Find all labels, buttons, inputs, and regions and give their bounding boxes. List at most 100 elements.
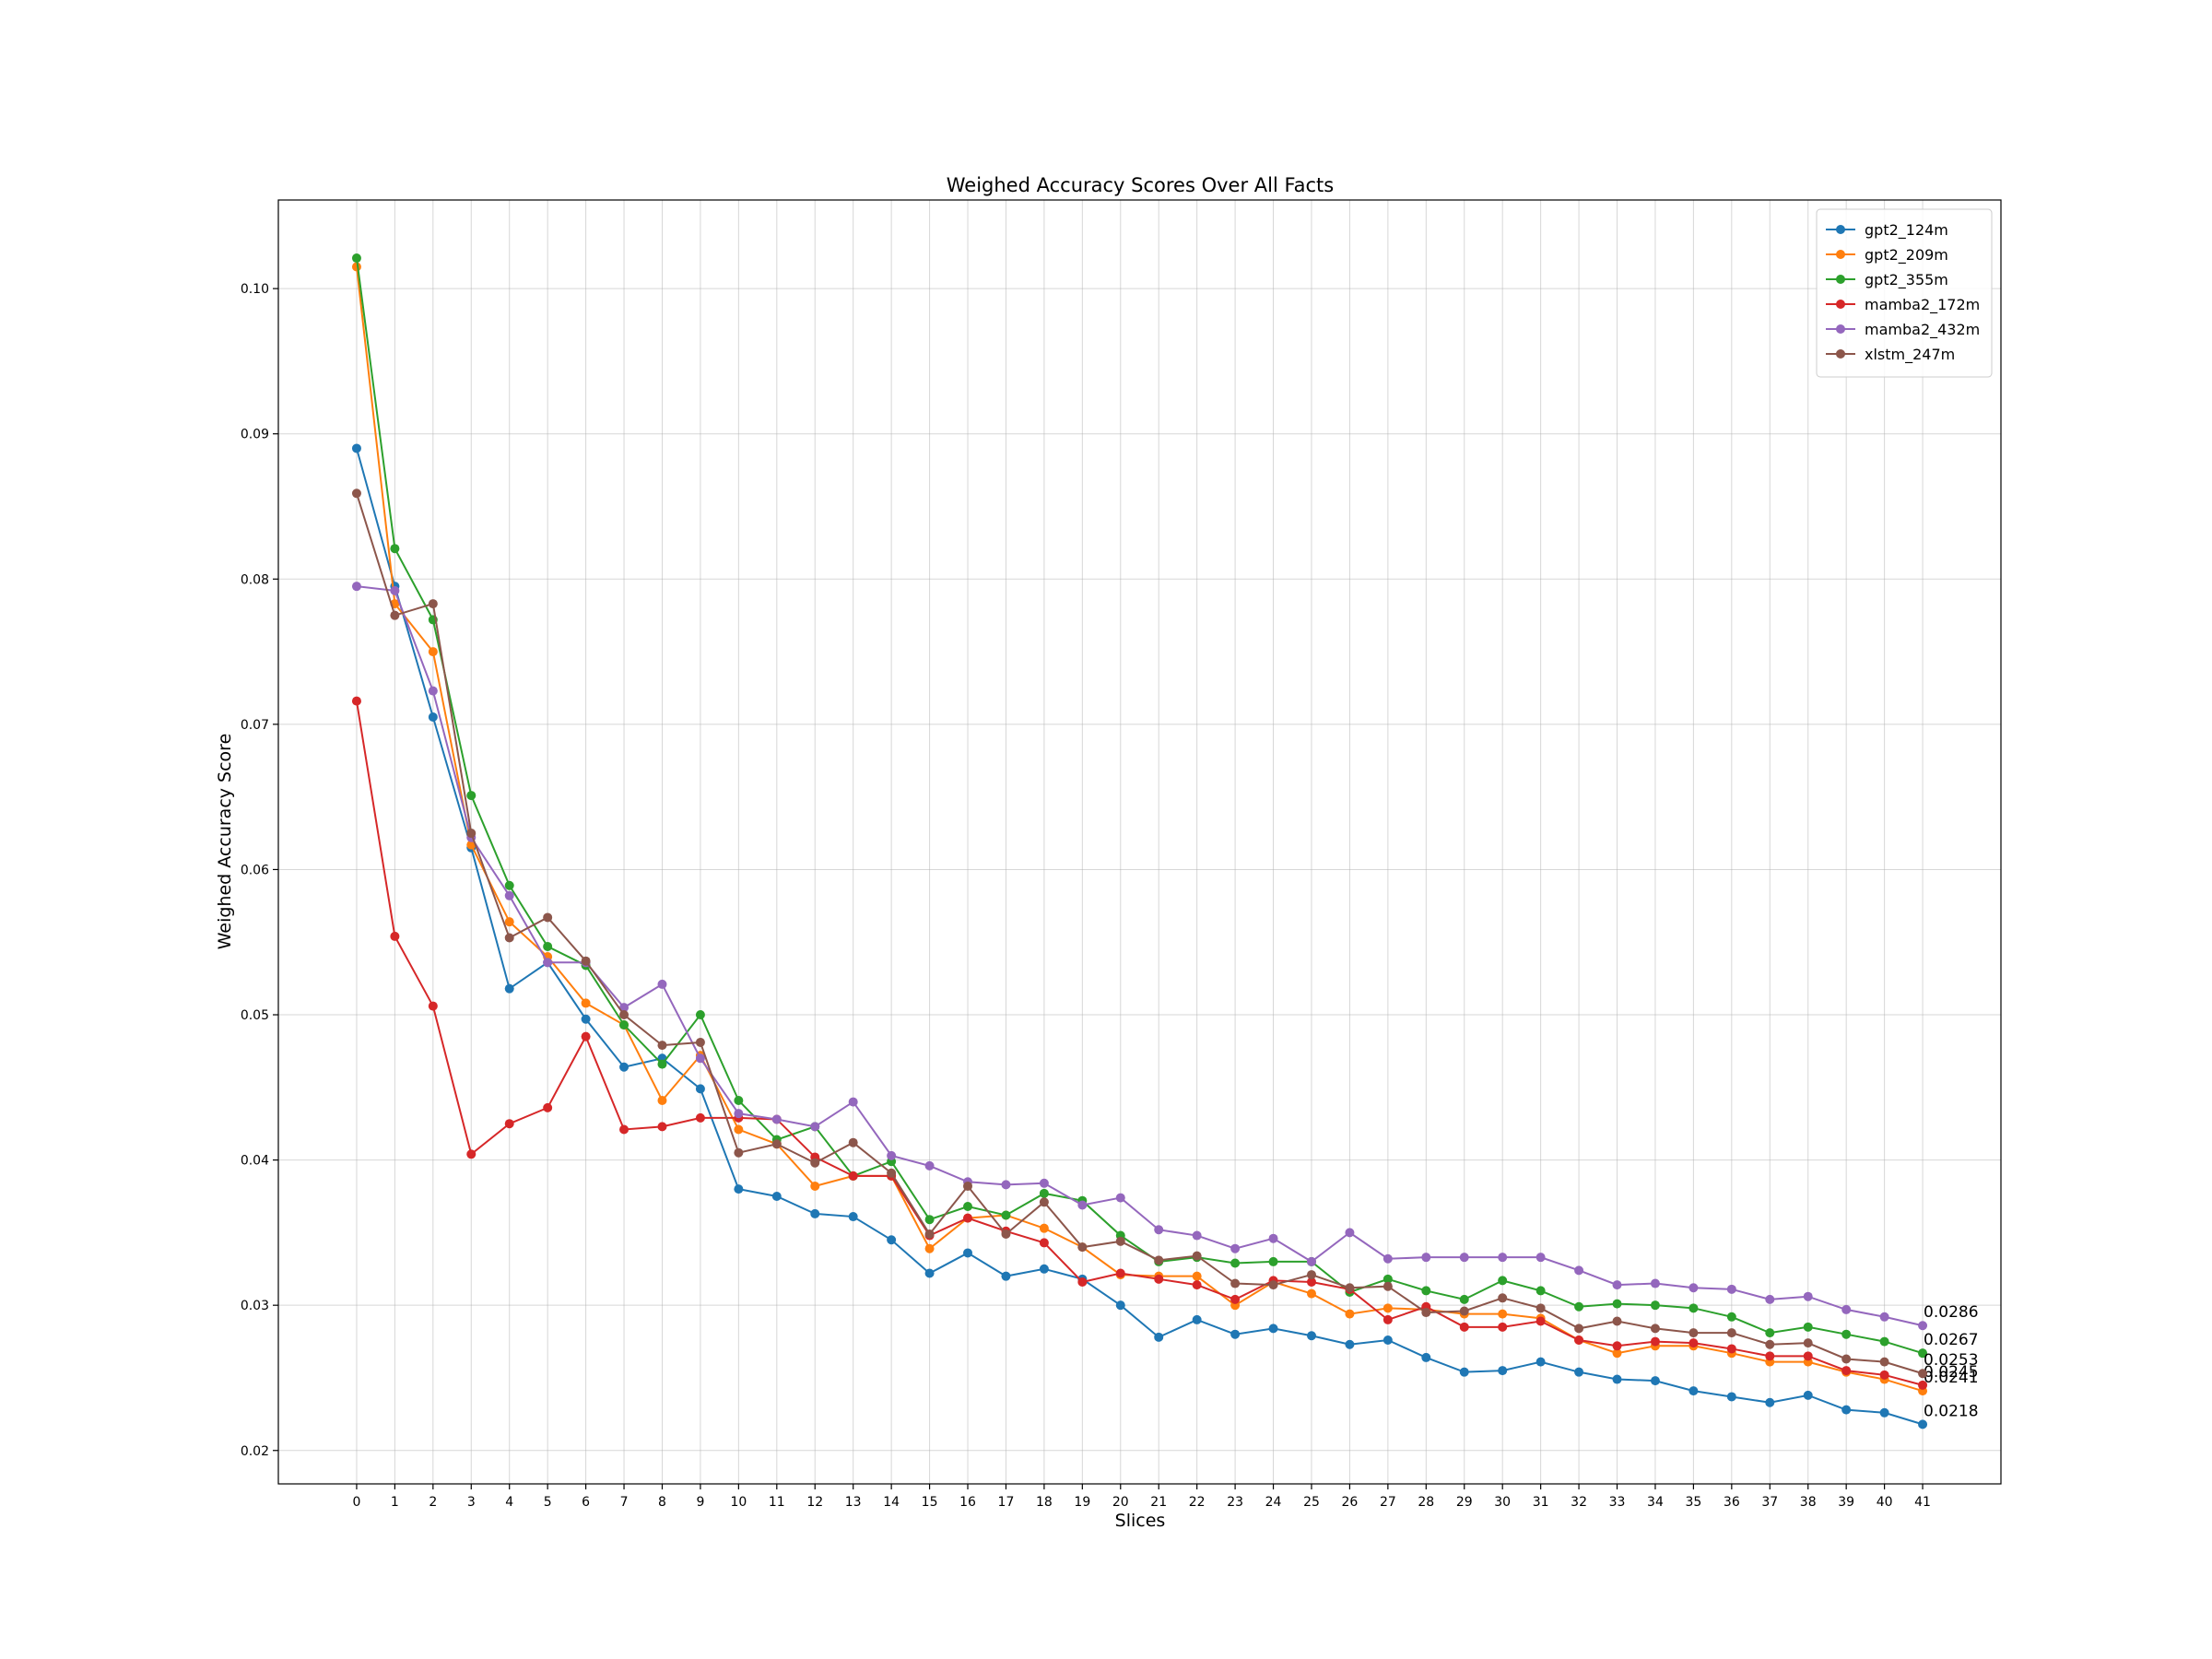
data-point xyxy=(1918,1369,1928,1379)
data-point xyxy=(351,488,361,499)
data-point xyxy=(1382,1253,1393,1264)
x-tick-label: 38 xyxy=(1800,1495,1817,1510)
data-point xyxy=(1268,1324,1278,1334)
data-point xyxy=(619,1010,629,1020)
legend-item-gpt2_124m: gpt2_124m xyxy=(1826,221,1948,240)
data-point xyxy=(1879,1370,1889,1380)
data-point xyxy=(1382,1303,1393,1313)
data-point xyxy=(1230,1258,1241,1268)
series-line xyxy=(356,585,1924,1327)
data-point xyxy=(619,1020,629,1030)
data-point xyxy=(1650,1278,1660,1288)
data-point xyxy=(1535,1303,1546,1313)
data-point xyxy=(504,917,514,927)
data-point xyxy=(695,1112,705,1123)
data-point xyxy=(887,1168,897,1178)
data-point xyxy=(695,1084,705,1094)
data-point xyxy=(1498,1366,1508,1376)
x-tick-label: 10 xyxy=(730,1495,747,1510)
data-point xyxy=(581,998,591,1008)
data-point xyxy=(1612,1280,1622,1290)
data-point xyxy=(1803,1322,1813,1332)
data-point xyxy=(657,1122,667,1132)
data-point xyxy=(1918,1348,1928,1359)
data-point xyxy=(1803,1351,1813,1361)
data-point xyxy=(734,1147,744,1158)
data-point xyxy=(428,599,438,609)
data-point xyxy=(351,696,361,706)
x-tick-label: 41 xyxy=(1914,1495,1931,1510)
x-tick-label: 40 xyxy=(1877,1495,1893,1510)
data-point xyxy=(428,686,438,696)
data-point xyxy=(1382,1314,1393,1324)
data-point xyxy=(1421,1308,1431,1318)
data-point xyxy=(1803,1338,1813,1348)
grid-lines xyxy=(278,200,2001,1484)
legend-marker xyxy=(1836,275,1845,284)
data-point xyxy=(771,1191,782,1201)
data-point xyxy=(1535,1316,1546,1326)
data-point xyxy=(1918,1380,1928,1390)
data-point xyxy=(1192,1251,1202,1261)
data-point xyxy=(1726,1284,1736,1294)
data-point xyxy=(1230,1294,1241,1304)
data-point xyxy=(1345,1283,1355,1293)
data-point xyxy=(1650,1376,1660,1386)
x-tick-label: 15 xyxy=(922,1495,938,1510)
data-point xyxy=(1077,1200,1088,1210)
x-tick-label: 20 xyxy=(1112,1495,1129,1510)
data-point xyxy=(1230,1329,1241,1339)
end-value-label: 0.0267 xyxy=(1924,1331,1978,1349)
x-tick-label: 11 xyxy=(769,1495,785,1510)
data-point xyxy=(1421,1286,1431,1296)
data-point xyxy=(1039,1197,1049,1207)
data-point xyxy=(1535,1357,1546,1367)
data-point xyxy=(504,1119,514,1129)
data-point xyxy=(1268,1233,1278,1243)
data-point xyxy=(1001,1271,1011,1281)
legend-label: mamba2_432m xyxy=(1865,321,1980,339)
data-point xyxy=(1765,1351,1775,1361)
data-point xyxy=(390,544,400,554)
legend-marker xyxy=(1836,324,1845,334)
data-point xyxy=(1115,1268,1125,1278)
data-point xyxy=(1535,1286,1546,1296)
data-point xyxy=(1841,1366,1852,1376)
data-point xyxy=(810,1208,820,1218)
data-point xyxy=(924,1268,935,1278)
y-tick-label: 0.07 xyxy=(241,718,269,733)
x-tick-label: 5 xyxy=(544,1495,552,1510)
data-point xyxy=(1001,1180,1011,1190)
data-point xyxy=(1382,1274,1393,1284)
end-value-label: 0.0241 xyxy=(1924,1369,1978,1387)
x-tick-label: 16 xyxy=(959,1495,976,1510)
data-point xyxy=(1612,1299,1622,1309)
legend-marker xyxy=(1836,349,1845,359)
x-tick-label: 12 xyxy=(806,1495,823,1510)
data-point xyxy=(887,1150,897,1160)
series-line xyxy=(355,448,1924,1426)
y-tick-label: 0.03 xyxy=(241,1299,269,1313)
data-point xyxy=(543,912,553,923)
x-tick-label: 33 xyxy=(1609,1495,1626,1510)
legend-item-gpt2_355m: gpt2_355m xyxy=(1826,271,1948,289)
data-point xyxy=(619,1003,629,1013)
y-tick-label: 0.10 xyxy=(241,282,269,297)
data-point xyxy=(1765,1294,1775,1304)
data-point xyxy=(1306,1288,1316,1299)
data-point xyxy=(619,1124,629,1135)
data-point xyxy=(1765,1328,1775,1338)
data-point xyxy=(1268,1280,1278,1290)
data-point xyxy=(1726,1392,1736,1402)
y-tick-label: 0.06 xyxy=(241,863,269,877)
x-tick-label: 30 xyxy=(1494,1495,1511,1510)
x-tick-label: 28 xyxy=(1418,1495,1434,1510)
data-point xyxy=(1459,1367,1469,1377)
y-tick-label: 0.08 xyxy=(241,572,269,587)
data-point xyxy=(1765,1397,1775,1407)
x-tick-label: 17 xyxy=(998,1495,1015,1510)
data-point xyxy=(1115,1236,1125,1246)
y-tick-label: 0.09 xyxy=(241,428,269,442)
data-point xyxy=(1345,1228,1355,1238)
data-point xyxy=(771,1139,782,1149)
